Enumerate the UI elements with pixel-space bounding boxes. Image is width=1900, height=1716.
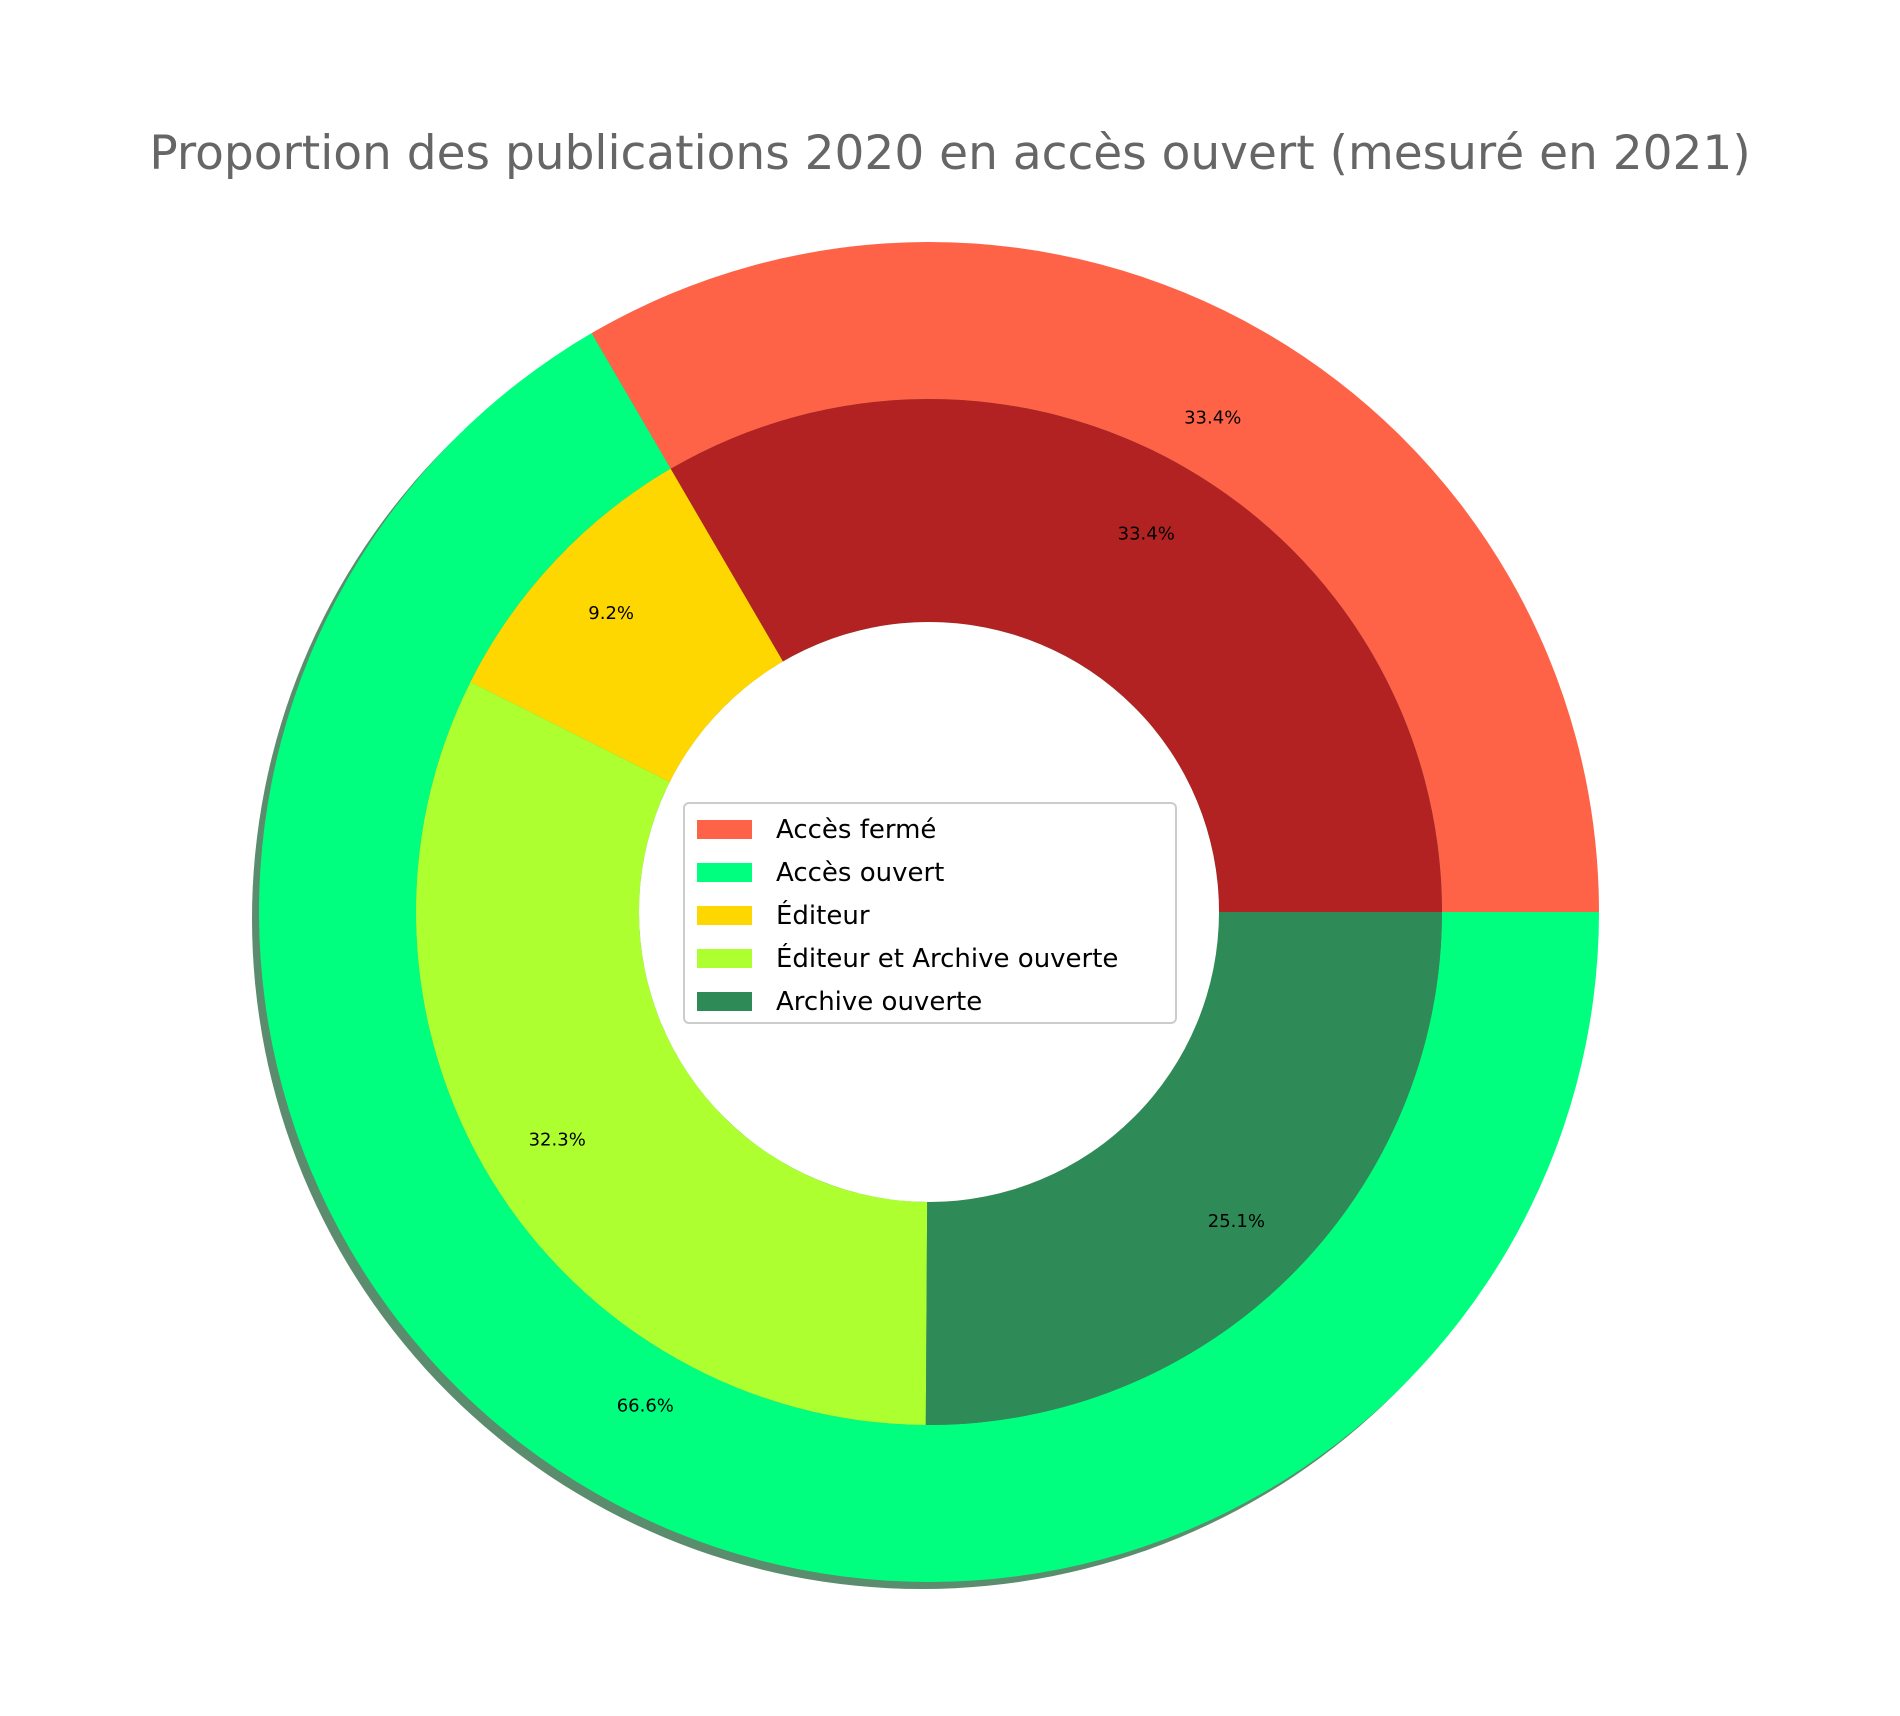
outer-ring — [258, 242, 1599, 1582]
legend-label: Éditeur et Archive ouverte — [776, 942, 1118, 974]
outer-slice-acces-ferme — [591, 242, 1599, 912]
inner-value-label-editeur: 9.2% — [588, 603, 634, 624]
legend: Accès fermé Accès ouvert Éditeur Éditeur et… — [683, 802, 1177, 1024]
legend-label: Éditeur — [776, 899, 870, 931]
legend-label: Accès ouvert — [776, 858, 944, 888]
legend-item-editeur: Éditeur — [697, 899, 870, 931]
inner-value-label-editeur-et-archive-ouverte: 32.3% — [529, 1129, 586, 1150]
legend-item-archive-ouverte: Archive ouverte — [697, 987, 982, 1017]
outer-value-label-acces-ferme: 33.4% — [1184, 408, 1241, 429]
value-labels: 33.4% 66.6% 33.4% 9.2% 32.3% 25.1% — [529, 408, 1265, 1417]
legend-swatch — [697, 992, 752, 1011]
legend-item-editeur-et-archive-ouverte: Éditeur et Archive ouverte — [697, 942, 1118, 974]
legend-swatch — [697, 820, 752, 839]
inner-ring — [416, 399, 1442, 1425]
legend-swatch — [697, 863, 752, 882]
legend-swatch — [697, 949, 752, 968]
chart-title: Proportion des publications 2020 en accè… — [149, 126, 1751, 181]
inner-value-label-archive-ouverte: 25.1% — [1208, 1211, 1265, 1232]
outer-value-label-acces-ouvert: 66.6% — [617, 1395, 674, 1416]
legend-item-acces-ouvert: Accès ouvert — [697, 858, 944, 888]
inner-slice-editeur-et-archive-ouverte — [416, 681, 928, 1425]
legend-label: Accès fermé — [776, 815, 936, 845]
legend-label: Archive ouverte — [776, 987, 982, 1017]
inner-slice-editeur — [470, 468, 783, 782]
legend-swatch — [697, 906, 752, 925]
inner-value-label-acces-ferme: 33.4% — [1118, 523, 1175, 544]
legend-item-acces-ferme: Accès fermé — [697, 815, 936, 845]
inner-slice-acces-ferme — [670, 399, 1442, 913]
inner-slice-archive-ouverte — [925, 912, 1442, 1425]
legend-frame — [683, 802, 1177, 1024]
